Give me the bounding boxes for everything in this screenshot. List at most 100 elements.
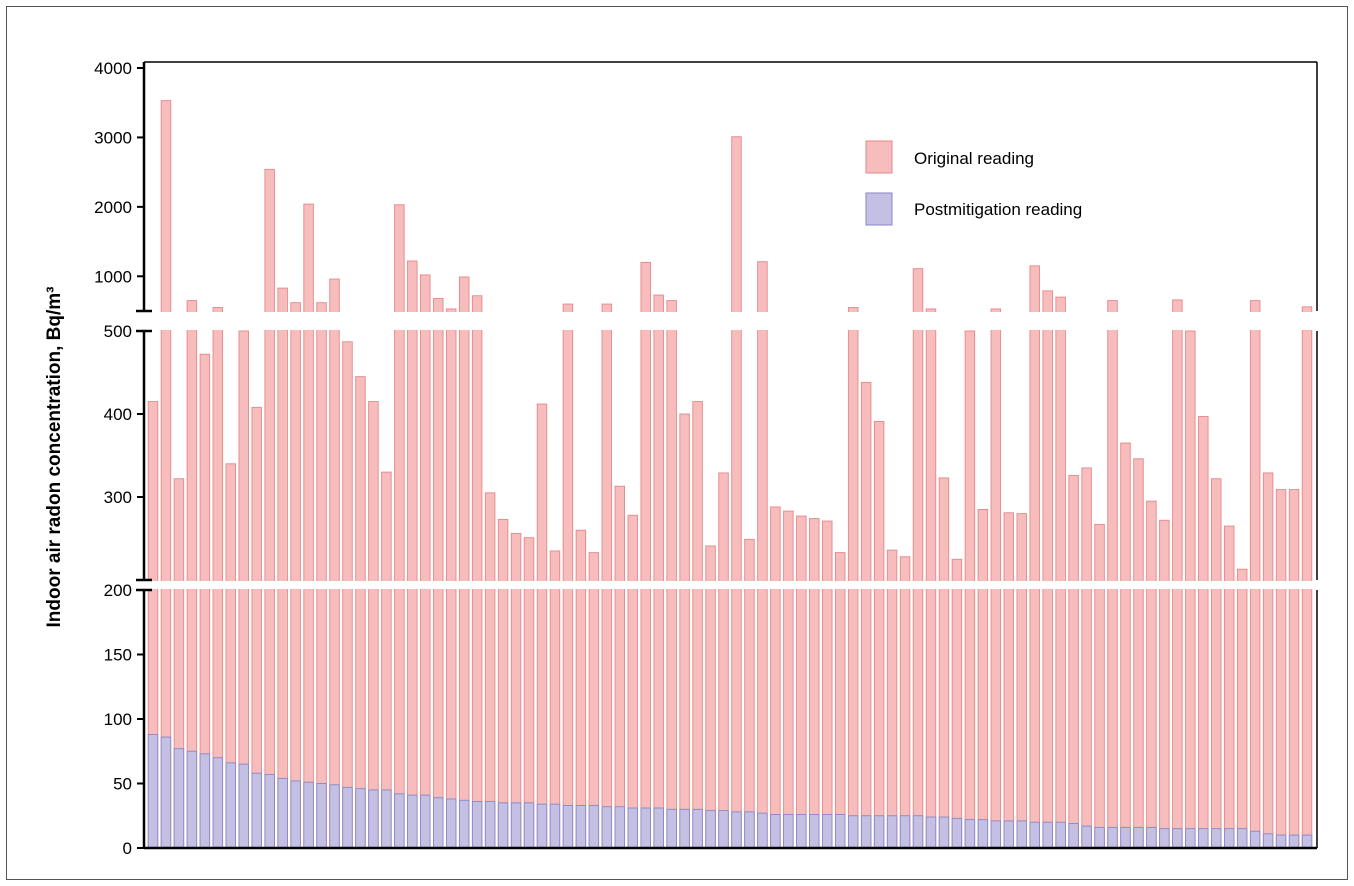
bar-postmitigation	[718, 810, 729, 849]
bar-postmitigation	[510, 802, 522, 849]
bar-original	[847, 307, 859, 849]
bar-postmitigation	[1042, 821, 1053, 849]
bar-postmitigation	[1016, 820, 1027, 849]
bar-original	[1223, 525, 1235, 849]
bar-postmitigation	[212, 757, 224, 849]
bar-postmitigation	[407, 794, 418, 849]
bar-original	[1249, 300, 1261, 849]
bar-original	[899, 556, 911, 849]
bar-original	[614, 485, 626, 849]
axis-break-gap	[146, 581, 1317, 589]
bar-postmitigation	[381, 789, 392, 849]
bar-original	[653, 294, 664, 849]
bar-postmitigation	[588, 804, 600, 849]
bar-original	[705, 545, 716, 849]
bar-original	[886, 549, 898, 849]
bar-original	[277, 287, 288, 849]
bar-postmitigation	[860, 815, 872, 849]
bar-postmitigation	[990, 820, 1002, 849]
bar-original	[1107, 300, 1118, 849]
bar-postmitigation	[977, 819, 989, 849]
bar-original	[1146, 500, 1157, 849]
bar-original	[303, 203, 314, 849]
bar-postmitigation	[770, 814, 781, 849]
bar-original	[1288, 489, 1300, 849]
bar-postmitigation	[614, 806, 626, 849]
bar-original	[951, 558, 963, 849]
bar-original	[770, 506, 781, 849]
bar-postmitigation	[251, 772, 262, 849]
bar-postmitigation	[1211, 828, 1222, 849]
bar-postmitigation	[173, 748, 185, 849]
bar-postmitigation	[290, 780, 301, 849]
bar-original	[1055, 296, 1066, 849]
bar-original	[1262, 472, 1274, 849]
bar-postmitigation	[342, 786, 353, 849]
bar-postmitigation	[394, 793, 405, 849]
bar-postmitigation	[834, 814, 846, 849]
bar-postmitigation	[329, 784, 340, 849]
bar-postmitigation	[886, 815, 898, 849]
figure-frame	[6, 6, 1348, 880]
bar-original	[471, 295, 483, 849]
bar-postmitigation	[484, 801, 496, 849]
legend-label-postmitigation: Postmitigation reading	[914, 200, 1082, 219]
bar-postmitigation	[873, 815, 885, 849]
bar-original	[536, 403, 548, 849]
bar-postmitigation	[951, 817, 963, 849]
bar-postmitigation	[277, 777, 288, 849]
bar-original	[1211, 478, 1222, 849]
bar-postmitigation	[1003, 820, 1015, 849]
bar-postmitigation	[809, 814, 820, 849]
bar-postmitigation	[1249, 830, 1261, 849]
y-tick-label: 4000	[94, 59, 132, 78]
bar-postmitigation	[1172, 828, 1183, 849]
bar-original	[510, 533, 522, 849]
bar-postmitigation	[355, 788, 366, 849]
bar-original	[796, 515, 807, 849]
bar-original	[1094, 523, 1105, 849]
bar-postmitigation	[601, 806, 613, 849]
bar-postmitigation	[186, 750, 198, 849]
bar-original	[1081, 467, 1092, 849]
bar-postmitigation	[1185, 828, 1196, 849]
y-axis-label: Indoor air radon concentration, Bq/m³	[44, 287, 65, 628]
bar-postmitigation	[147, 734, 159, 849]
bar-original	[731, 136, 742, 849]
bar-original	[912, 268, 924, 849]
bar-original	[783, 510, 794, 849]
bar-postmitigation	[1081, 825, 1092, 849]
bar-original	[1120, 442, 1131, 849]
bar-original	[342, 341, 353, 849]
bar-postmitigation	[1107, 826, 1118, 849]
bar-postmitigation	[899, 815, 911, 849]
bar-postmitigation	[705, 810, 716, 849]
bar-postmitigation	[925, 816, 937, 849]
bar-postmitigation	[938, 816, 950, 849]
y-tick-label: 400	[104, 405, 132, 424]
bar-postmitigation	[1288, 834, 1300, 849]
bar-postmitigation	[1223, 828, 1235, 849]
bar-original	[1172, 299, 1183, 849]
bar-postmitigation	[420, 794, 431, 849]
bar-postmitigation	[1198, 828, 1209, 849]
bar-postmitigation	[912, 815, 924, 849]
bar-original	[420, 274, 431, 849]
bar-original	[757, 261, 768, 849]
y-tick-label: 200	[104, 581, 132, 600]
bar-original	[264, 168, 275, 849]
bar-original	[1301, 306, 1313, 849]
bar-postmitigation	[523, 802, 535, 849]
bar-original	[718, 472, 729, 849]
bar-postmitigation	[1159, 828, 1170, 849]
bar-original	[575, 529, 587, 849]
bar-postmitigation	[316, 783, 327, 849]
bar-original	[549, 550, 561, 849]
bar-original	[1275, 489, 1287, 849]
y-tick-label: 0	[123, 839, 132, 858]
bar-postmitigation	[1236, 828, 1248, 849]
bar-original	[290, 302, 301, 849]
bar-postmitigation	[433, 797, 444, 849]
bar-original	[834, 552, 846, 849]
bar-original	[329, 278, 340, 849]
